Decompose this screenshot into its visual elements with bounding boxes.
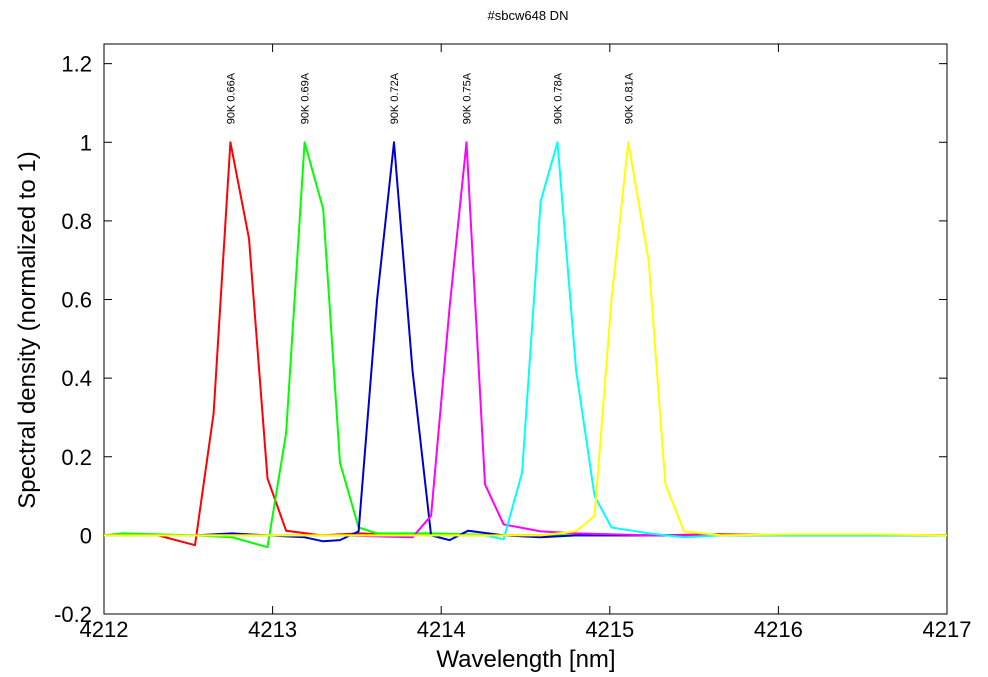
y-tick-label: 0.2 [61, 445, 92, 470]
y-tick-label: 0.4 [61, 366, 92, 391]
y-tick-label: 1.2 [61, 52, 92, 77]
series-line-4 [104, 141, 947, 539]
series-line-5 [104, 141, 947, 541]
plot-frame [103, 43, 948, 615]
series-line-2 [103, 141, 947, 549]
chart-title: #sbcw648 DN [488, 8, 569, 23]
series-label-1: 90K 0.66A [225, 72, 237, 124]
y-tick-label: 0 [80, 523, 92, 548]
x-axis-ticks: 4212 4213 4214 4215 4216 4217 [80, 44, 972, 642]
x-axis-label: Wavelength [nm] [436, 646, 615, 673]
x-tick-label: 4212 [80, 617, 129, 642]
y-axis-ticks: -0.2 0 0.2 0.4 0.6 0.8 1 1.2 [54, 52, 947, 627]
series-layer [103, 141, 948, 549]
series-label-3: 90K 0.72A [389, 72, 401, 124]
y-tick-label: 0.6 [61, 288, 92, 313]
series-label-4: 90K 0.75A [462, 72, 474, 124]
y-tick-label: 1 [80, 130, 92, 155]
y-tick-label: 0.8 [61, 209, 92, 234]
series-label-5: 90K 0.78A [553, 72, 565, 124]
y-axis-label: Spectral density (normalized to 1) [14, 151, 41, 509]
series-line-6 [104, 141, 948, 537]
series-label-2: 90K 0.69A [300, 72, 312, 124]
x-tick-label: 4213 [248, 617, 297, 642]
peak-annotations: 90K 0.66A 90K 0.69A 90K 0.72A 90K 0.75A 90K … [225, 72, 635, 124]
y-tick-label: -0.2 [54, 602, 92, 627]
x-tick-label: 4216 [754, 617, 803, 642]
x-tick-label: 4214 [417, 617, 466, 642]
plot-border [103, 43, 948, 615]
series-line-1 [104, 141, 947, 547]
series-label-6: 90K 0.81A [623, 72, 635, 124]
x-tick-label: 4215 [585, 617, 634, 642]
series-line-3 [104, 141, 947, 543]
x-tick-label: 4217 [923, 617, 972, 642]
